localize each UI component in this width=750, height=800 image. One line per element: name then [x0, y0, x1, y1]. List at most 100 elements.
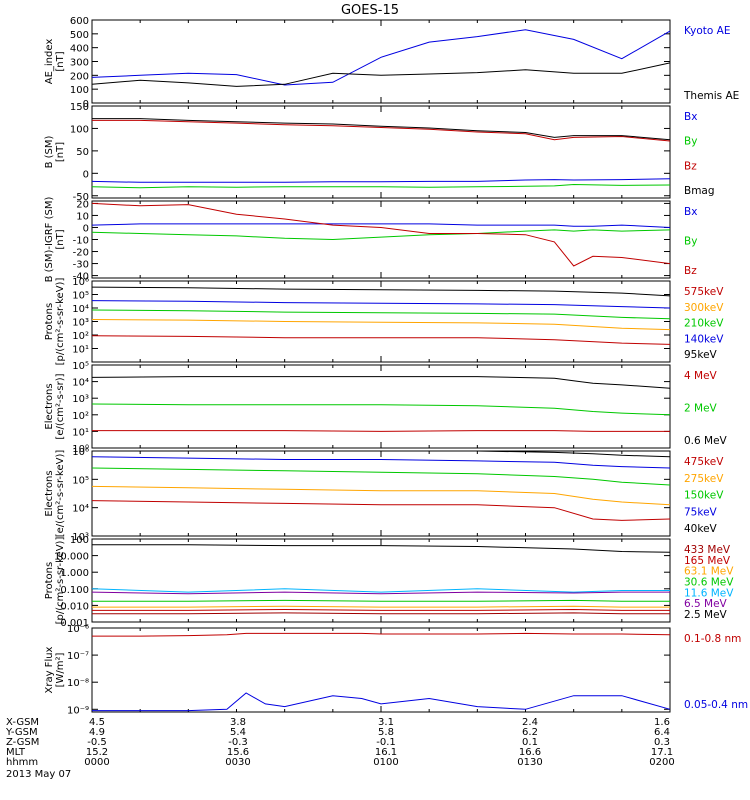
- y-tick-label: 10⁶: [72, 277, 89, 288]
- series-line-140kev: [91, 300, 671, 309]
- orbit-cell: 4.5: [89, 717, 105, 728]
- series-line-575kev: [91, 335, 671, 345]
- orbit-cell: -0.5: [87, 737, 107, 748]
- panel-4: 10¹ 10² 10³ 10⁴ 10⁵ 10⁶ Protons [p/(cm²-s-sr-ke…: [44, 277, 724, 365]
- series-line-bz: [92, 119, 671, 142]
- y-axis-label: [nT]: [55, 51, 66, 71]
- y-tick-label: 0.001: [60, 618, 89, 629]
- y-axis-label: B (SM): [44, 135, 55, 168]
- y-axis-label: B (SM)-IGRF (SM): [44, 197, 55, 283]
- series-line-0-05-0-4-nm: [92, 692, 671, 712]
- legend-label: 0.05-0.4 nm: [684, 699, 748, 711]
- panel-frame: [91, 450, 671, 537]
- panel-1: 0 100 200 300 400 500 600 AE_index [nT] Kyoto AE T…: [44, 16, 739, 110]
- y-axis-label: [nT]: [55, 142, 66, 162]
- legend-label: 95keV: [684, 349, 718, 361]
- orbit-cell: 6.2: [522, 727, 538, 738]
- orbit-cell: -0.3: [228, 737, 248, 748]
- orbit-cell: -0.1: [376, 737, 396, 748]
- y-tick-label: 10³: [72, 318, 89, 329]
- series-line-95kev: [91, 286, 671, 297]
- series-line-30-6-mev: [92, 599, 670, 602]
- y-axis-label: Electrons: [44, 470, 55, 516]
- series-line-kyoto-ae: [91, 29, 671, 86]
- y-tick-label: 0: [83, 169, 89, 180]
- panel-2: -50 0 50 100 150 B (SM) [nT] Bx By Bz Bmag: [44, 102, 715, 203]
- y-tick-label: 10⁴: [72, 378, 89, 389]
- panel-frame: [91, 280, 671, 363]
- y-tick-label: 10¹: [72, 345, 89, 356]
- y-tick-label: 10⁵: [72, 475, 89, 486]
- y-axis-label: [W/m²]: [55, 652, 66, 687]
- series-line-4-mev: [92, 430, 670, 432]
- y-axis-label: AE_index: [44, 39, 55, 85]
- series-line-0-1-0-8-nm: [92, 632, 671, 637]
- legend-label: 300keV: [684, 302, 724, 314]
- orbit-cell: 16.6: [519, 747, 541, 758]
- orbit-cell: 17.1: [651, 747, 673, 758]
- legend-label: Bx: [684, 111, 697, 123]
- orbit-cell: 0.1: [522, 737, 538, 748]
- series-line-475kev: [91, 500, 671, 521]
- orbit-cell: 0000: [84, 757, 109, 768]
- legend-label: 75keV: [684, 506, 718, 518]
- legend-label: Bz: [684, 160, 697, 172]
- legend-label: 275keV: [684, 473, 724, 485]
- legend-label: 575keV: [684, 286, 724, 298]
- y-tick-label: 10.000: [54, 552, 89, 563]
- y-tick-label: 10²: [72, 331, 89, 342]
- legend-label: 11.6 MeV: [684, 587, 734, 599]
- series-line-300kev: [91, 319, 671, 331]
- orbit-row-label: X-GSM: [6, 717, 39, 728]
- orbit-cell: 4.9: [89, 727, 105, 738]
- series-line-0-6-mev: [91, 376, 671, 389]
- date-label: 2013 May 07: [6, 769, 71, 780]
- legend-label: 0.1-0.8 nm: [684, 633, 741, 645]
- y-tick-label: 10⁰: [72, 444, 89, 455]
- y-tick-label: 600: [70, 16, 89, 27]
- y-tick-label: 100: [70, 85, 89, 96]
- orbit-cell: 0.3: [654, 737, 670, 748]
- panel-8: 10⁻⁹ 10⁻⁸ 10⁻⁷ 10⁻⁶ Xray Flux [W/m²] 0.1-0.8 n…: [44, 624, 748, 716]
- y-tick-label: 20: [76, 199, 89, 210]
- panel-6: 10³ 10⁴ 10⁵ 10⁶ Electrons [e/(cm²-s-sr-keV)] 4…: [44, 447, 724, 543]
- panel-frame: [91, 627, 671, 713]
- series-line-by: [91, 183, 671, 189]
- y-tick-label: 0: [83, 99, 89, 110]
- y-tick-label: 10⁻⁹: [67, 705, 89, 716]
- orbit-table: X-GSM 4.5 3.8 3.1 2.4 1.6 Y-GSM 4.9 5.4 5.8 6.2 6.4…: [5, 717, 675, 780]
- series-line-2-mev: [91, 403, 671, 416]
- orbit-cell: 15.6: [227, 747, 249, 758]
- y-axis-label: Xray Flux: [44, 646, 55, 693]
- y-tick-label: 150: [70, 102, 89, 113]
- legend-label: Themis AE: [683, 90, 739, 102]
- y-tick-label: -40: [73, 272, 89, 283]
- series-line-bx: [91, 223, 671, 228]
- orbit-row-label: hhmm: [6, 757, 38, 768]
- y-axis-label: [p/(cm²-s-sr-keV)]: [55, 537, 66, 625]
- legend-label: Bz: [684, 265, 697, 277]
- orbit-cell: 15.2: [86, 747, 108, 758]
- y-tick-label: 10⁴: [72, 304, 89, 315]
- y-tick-label: 10²: [72, 411, 89, 422]
- y-tick-label: -30: [73, 260, 89, 271]
- y-tick-label: 10⁻⁶: [67, 624, 89, 635]
- panel-5: 10⁰ 10¹ 10² 10³ 10⁴ 10⁵ Electrons [e/(cm²-s-sr)…: [44, 361, 728, 455]
- legend-label: By: [684, 136, 697, 148]
- orbit-cell: 5.4: [230, 727, 246, 738]
- y-tick-label: -20: [73, 248, 89, 259]
- orbit-cell: 5.8: [378, 727, 394, 738]
- series-line-by: [91, 229, 671, 241]
- y-axis-label: [e/(cm²-s-sr-keV)]: [55, 450, 66, 538]
- series-line-210kev: [91, 309, 671, 320]
- legend-label: 63.1 MeV: [684, 566, 734, 578]
- series-line-6-5-mev: [91, 591, 670, 595]
- series-line-165-mev: [92, 608, 670, 611]
- legend-label: 0.6 MeV: [684, 435, 728, 447]
- orbit-cell: 0100: [373, 757, 398, 768]
- legend-label: Bmag: [684, 185, 715, 197]
- legend-label: 30.6 MeV: [684, 577, 734, 589]
- series-line-40kev: [92, 450, 671, 458]
